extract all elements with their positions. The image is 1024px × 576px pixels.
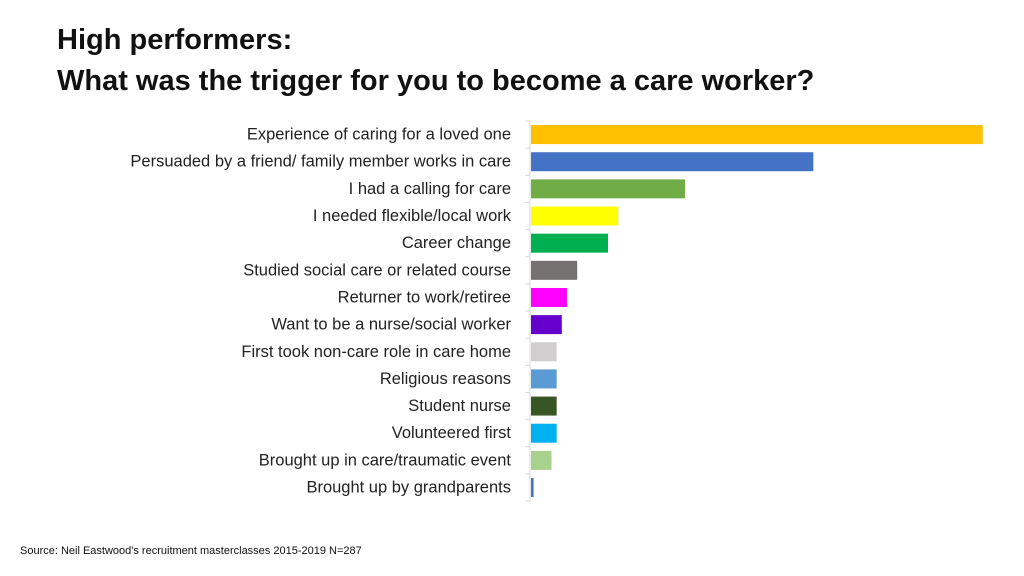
bar [531,342,557,362]
bar [531,369,557,389]
bar [531,315,562,335]
category-label: I needed flexible/local work [313,207,512,225]
category-label: Brought up in care/traumatic event [259,451,512,469]
title-line-1: High performers: [57,24,293,56]
category-label: Career change [402,234,511,252]
bar [531,152,814,172]
bar [531,206,619,226]
category-label: Returner to work/retiree [338,288,511,306]
page-title: High performers: What was the trigger fo… [57,20,814,102]
category-label: Experience of caring for a loved one [247,126,511,144]
bar [531,423,557,443]
bar [531,478,534,498]
category-label: Studied social care or related course [243,261,511,279]
category-label: Persuaded by a friend/ family member wor… [130,153,511,171]
bar [531,450,552,470]
category-label: Brought up by grandparents [306,479,511,497]
source-note: Source: Neil Eastwood's recruitment mast… [20,545,362,557]
bar [531,260,578,280]
bar [531,287,567,307]
category-label: I had a calling for care [349,180,511,198]
category-label: Volunteered first [392,424,512,442]
title-line-2: What was the trigger for you to become a… [57,65,815,97]
bar [531,179,685,199]
category-label: First took non-care role in care home [241,343,511,361]
bar [531,125,983,145]
bar [531,233,608,253]
bar [531,396,557,416]
category-label: Religious reasons [380,370,511,388]
category-label: Want to be a nurse/social worker [271,316,511,334]
category-label: Student nurse [408,397,511,415]
